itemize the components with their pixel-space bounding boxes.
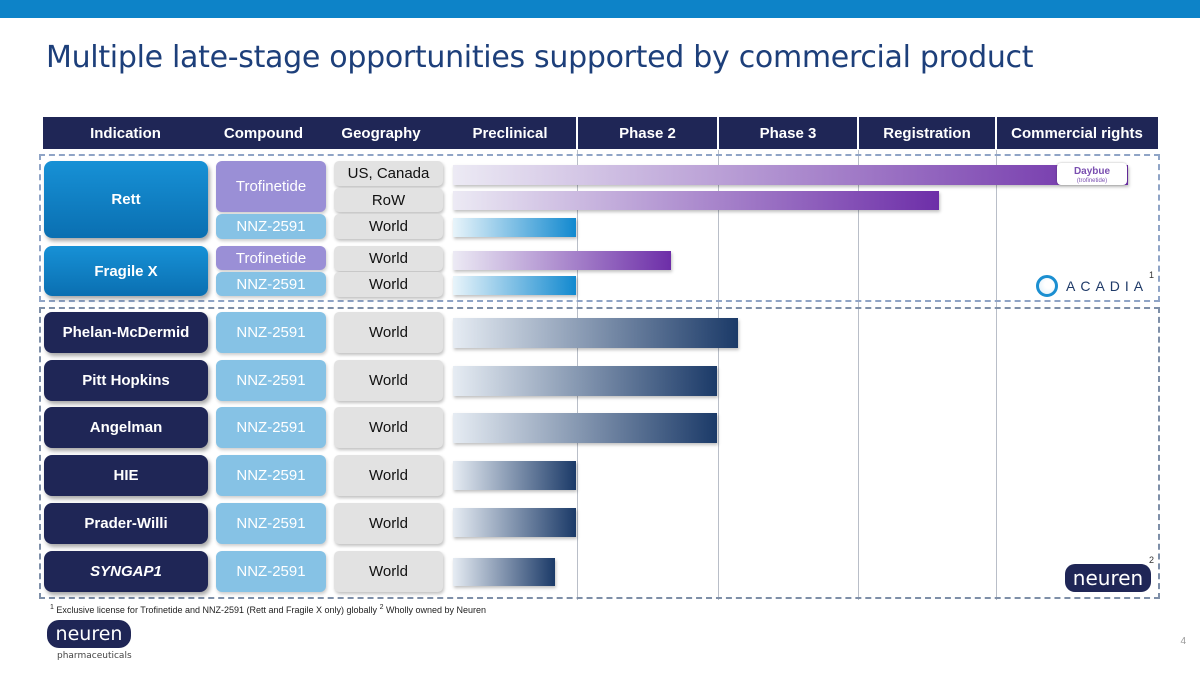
progress-bar-rett-nnz-2591 [453, 218, 576, 237]
progress-bar-rett-trofinetide-row [453, 191, 939, 210]
header-indication: Indication [43, 117, 208, 149]
footnote-text-1: Exclusive license for Trofinetide and NN… [53, 605, 380, 615]
geography-world: World [334, 503, 443, 544]
progress-bar-pitt-hopkins [453, 366, 717, 396]
indication-fragile-x: Fragile X [44, 246, 208, 296]
indication-syngap1: SYNGAP1 [44, 551, 208, 592]
progress-bar-rett-trofinetide-us-canada [453, 165, 1128, 185]
progress-bar-prader-willi [453, 508, 576, 537]
progress-bar-hie [453, 461, 576, 490]
acadia-wordmark: ACADIA [1066, 278, 1149, 294]
progress-bar-fragile-x-trofinetide [453, 251, 671, 270]
compound-trofinetide: Trofinetide [216, 246, 326, 270]
daybue-logo-image: Daybue (trofinetide) [1060, 164, 1124, 184]
compound-nnz-2591: NNZ-2591 [216, 455, 326, 496]
compound-nnz-2591: NNZ-2591 [216, 214, 326, 239]
footnote-marker-1: 1 [1149, 270, 1155, 280]
progress-bar-syngap1 [453, 558, 555, 586]
daybue-logo: Daybue (trofinetide) [1057, 163, 1127, 185]
geography-world: World [334, 360, 443, 401]
page-number: 4 [1180, 636, 1186, 647]
compound-nnz-2591: NNZ-2591 [216, 312, 326, 353]
progress-bar-phelan-mcdermid [453, 318, 738, 348]
geography-world: World [334, 407, 443, 448]
geography-world: World [334, 246, 443, 271]
header-registration: Registration [858, 117, 996, 149]
footnote-text-2: Wholly owned by Neuren [383, 605, 487, 615]
header-phase-3: Phase 3 [718, 117, 858, 149]
compound-nnz-2591: NNZ-2591 [216, 272, 326, 296]
acadia-logo: ACADIA [1036, 275, 1148, 297]
neuren-owner-badge: neuren [1065, 564, 1151, 592]
geography-us-canada: US, Canada [334, 161, 443, 186]
geography-world: World [334, 551, 443, 592]
indication-pitt-hopkins: Pitt Hopkins [44, 360, 208, 401]
header-divider [995, 117, 997, 149]
geography-world: World [334, 214, 443, 239]
stage-gridline [996, 150, 997, 600]
header-geography: Geography [319, 117, 443, 149]
neuren-owned-group [39, 307, 1160, 599]
svg-text:(trofinetide): (trofinetide) [1077, 178, 1107, 184]
top-accent-bar [0, 0, 1200, 18]
indication-hie: HIE [44, 455, 208, 496]
neuren-logo: neuren [47, 620, 131, 648]
geography-row: RoW [334, 188, 443, 212]
header-compound: Compound [208, 117, 319, 149]
header-phase-2: Phase 2 [577, 117, 718, 149]
footnote: 1 Exclusive license for Trofinetide and … [50, 604, 486, 615]
geography-world: World [334, 312, 443, 353]
acadia-licensed-group [39, 154, 1160, 302]
footnote-mark-2: 2 [379, 604, 384, 611]
footnote-mark-1: 1 [50, 604, 54, 611]
geography-world: World [334, 455, 443, 496]
svg-text:Daybue: Daybue [1074, 166, 1111, 177]
footnote-marker-2: 2 [1149, 555, 1155, 565]
page-title: Multiple late-stage opportunities suppor… [46, 40, 1034, 75]
stage-gridline [718, 150, 719, 600]
header-divider [576, 117, 578, 149]
indication-rett: Rett [44, 161, 208, 238]
stage-gridline [858, 150, 859, 600]
compound-nnz-2591: NNZ-2591 [216, 503, 326, 544]
header-divider [857, 117, 859, 149]
progress-bar-fragile-x-nnz-2591 [453, 276, 576, 295]
header-divider [717, 117, 719, 149]
compound-nnz-2591: NNZ-2591 [216, 407, 326, 448]
progress-bar-angelman [453, 413, 717, 443]
indication-prader-willi: Prader-Willi [44, 503, 208, 544]
indication-phelan-mcdermid: Phelan-McDermid [44, 312, 208, 353]
header-commercial-rights: Commercial rights [996, 117, 1158, 149]
compound-nnz-2591: NNZ-2591 [216, 551, 326, 592]
indication-angelman: Angelman [44, 407, 208, 448]
acadia-ring-icon [1036, 275, 1058, 297]
compound-nnz-2591: NNZ-2591 [216, 360, 326, 401]
neuren-logo-tagline: pharmaceuticals [57, 651, 132, 661]
geography-world: World [334, 272, 443, 297]
compound-trofinetide: Trofinetide [216, 161, 326, 212]
header-preclinical: Preclinical [443, 117, 577, 149]
